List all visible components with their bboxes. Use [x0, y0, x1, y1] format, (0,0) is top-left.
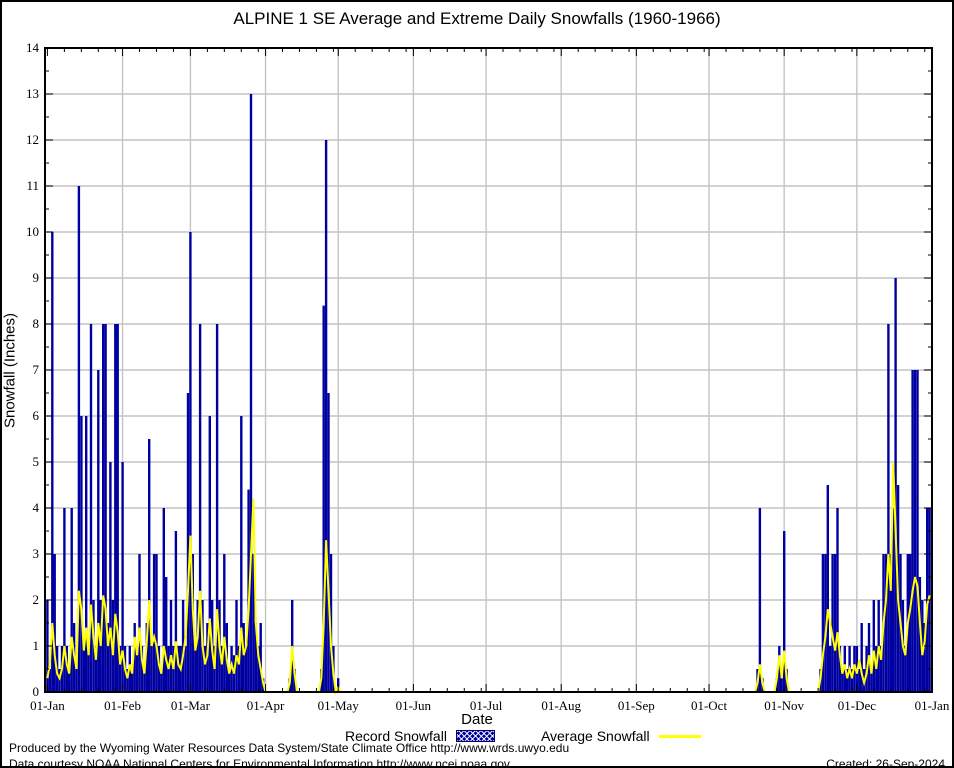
svg-text:01-Aug: 01-Aug: [541, 698, 581, 713]
svg-text:01-May: 01-May: [318, 698, 360, 713]
chart-legend: Record Snowfall Average Snowfall: [345, 728, 701, 744]
svg-text:01-Jan: 01-Jan: [30, 698, 65, 713]
svg-text:4: 4: [33, 500, 40, 515]
average-snowfall-line-icon: [658, 734, 701, 738]
svg-text:01-Jan: 01-Jan: [915, 698, 950, 713]
svg-text:01-Sep: 01-Sep: [618, 698, 655, 713]
legend-average-label: Average Snowfall: [540, 728, 650, 744]
footer-produced-line: Produced by the Wyoming Water Resources …: [9, 741, 945, 755]
svg-text:1: 1: [33, 638, 40, 653]
svg-text:3: 3: [33, 546, 40, 561]
svg-text:12: 12: [26, 132, 39, 147]
svg-text:2: 2: [33, 592, 40, 607]
svg-text:5: 5: [33, 454, 40, 469]
svg-text:01-Feb: 01-Feb: [104, 698, 141, 713]
svg-text:14: 14: [26, 40, 40, 55]
svg-text:01-Oct: 01-Oct: [691, 698, 727, 713]
svg-text:01-Apr: 01-Apr: [247, 698, 285, 713]
x-axis-title: Date: [461, 711, 493, 728]
record-snowfall-swatch-icon: [455, 730, 495, 742]
svg-text:6: 6: [33, 408, 40, 423]
footer-produced-text: Produced by the Wyoming Water Resources …: [9, 741, 570, 755]
footer-courtesy-text: Data courtesy NOAA National Centers for …: [9, 757, 510, 768]
svg-text:11: 11: [26, 178, 39, 193]
svg-text:9: 9: [33, 270, 40, 285]
svg-text:13: 13: [26, 86, 39, 101]
chart-title: ALPINE 1 SE Average and Extreme Daily Sn…: [233, 9, 721, 28]
record-snowfall-bars: [46, 94, 931, 692]
svg-text:01-Jun: 01-Jun: [396, 698, 432, 713]
svg-text:7: 7: [33, 362, 40, 377]
svg-text:01-Jul: 01-Jul: [470, 698, 503, 713]
footer-courtesy-line: Data courtesy NOAA National Centers for …: [9, 757, 945, 768]
plot-border: [44, 47, 933, 693]
svg-text:01-Dec: 01-Dec: [838, 698, 876, 713]
svg-text:01-Nov: 01-Nov: [764, 698, 804, 713]
y-axis-title: Snowfall (Inches): [1, 312, 19, 429]
legend-record-label: Record Snowfall: [345, 728, 447, 744]
svg-text:0: 0: [33, 684, 40, 699]
plot-grid: [45, 48, 932, 692]
svg-text:8: 8: [33, 316, 40, 331]
created-date: Created: 26-Sep-2024: [826, 757, 945, 768]
svg-text:01-Mar: 01-Mar: [171, 698, 211, 713]
svg-text:10: 10: [26, 224, 39, 239]
